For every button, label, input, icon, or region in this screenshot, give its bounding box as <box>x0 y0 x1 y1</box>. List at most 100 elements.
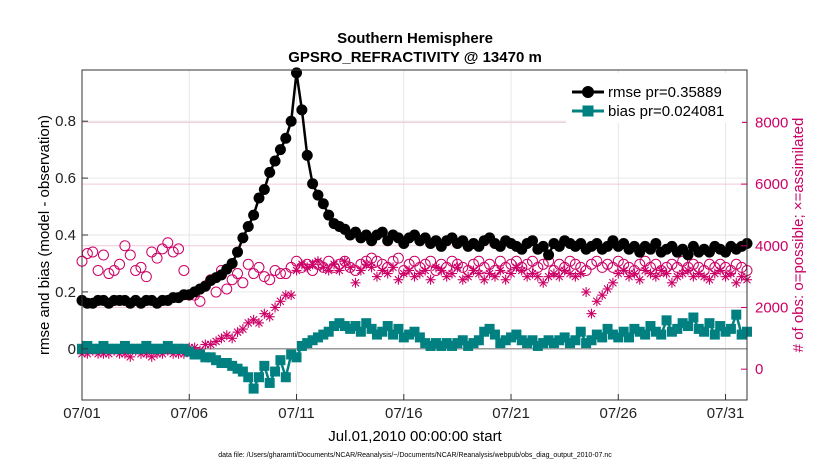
y-tick-label: 0.4 <box>55 227 76 244</box>
assimilated-obs-point <box>640 265 651 276</box>
asterisk-stroke <box>700 272 709 281</box>
assimilated-obs-point <box>232 327 243 338</box>
assimilated-obs-point <box>259 308 270 319</box>
bias-point <box>731 309 742 320</box>
assimilated-obs-point <box>211 336 222 347</box>
bias-point <box>243 372 254 383</box>
assimilated-obs-point <box>570 271 581 282</box>
assimilated-obs-point <box>361 259 372 270</box>
bias-point <box>597 332 608 343</box>
legend-rmse-marker <box>582 86 594 98</box>
asterisk-stroke <box>271 303 279 312</box>
bias-point <box>253 372 264 383</box>
assimilated-obs-point <box>597 290 608 301</box>
asterisk-stroke <box>469 266 478 275</box>
asterisk-stroke <box>437 266 446 275</box>
assimilated-obs-point <box>452 262 463 273</box>
bias-point <box>302 338 313 349</box>
possible-obs-point <box>612 255 624 267</box>
bias-point <box>709 329 720 340</box>
bias-point <box>393 323 404 334</box>
assimilated-obs-point <box>532 271 543 282</box>
asterisk-stroke <box>324 266 333 275</box>
assimilated-obs-point <box>329 259 340 270</box>
bias-point <box>248 383 259 394</box>
assimilated-obs-point <box>661 268 672 279</box>
bias-point <box>624 332 635 343</box>
assimilated-obs-point <box>511 262 522 273</box>
asterisk-stroke <box>523 272 532 281</box>
possible-obs-point <box>521 258 533 270</box>
bias-point <box>109 343 120 354</box>
assimilated-obs-point <box>323 265 334 276</box>
rmse-point <box>280 132 292 144</box>
bias-point <box>323 326 334 337</box>
bias-point <box>382 321 393 332</box>
assimilated-obs-point <box>538 277 549 288</box>
rmse-point <box>543 249 555 261</box>
bias-point <box>350 321 361 332</box>
asterisk-stroke <box>517 266 526 275</box>
asterisk-stroke <box>287 291 296 300</box>
bias-point <box>361 318 372 329</box>
possible-obs-point <box>114 258 126 270</box>
asterisk-stroke <box>249 315 258 324</box>
assimilated-obs-point <box>715 265 726 276</box>
rmse-point <box>285 115 297 127</box>
assimilated-obs-point <box>522 271 533 282</box>
asterisk-stroke <box>244 318 253 327</box>
asterisk-stroke <box>442 272 451 281</box>
assimilated-obs-point <box>264 311 275 322</box>
asterisk-stroke <box>340 257 349 266</box>
assimilated-obs-point <box>334 265 345 276</box>
x-tick-label: 07/06 <box>170 405 208 422</box>
assimilated-obs-point <box>312 256 323 267</box>
bias-point <box>548 338 559 349</box>
assimilated-obs-point <box>221 330 232 341</box>
bias-point <box>286 349 297 360</box>
asterisk-stroke <box>228 334 237 343</box>
assimilated-obs-point <box>436 265 447 276</box>
assimilated-obs-point <box>591 296 602 307</box>
bias-point <box>157 343 168 354</box>
possible-obs-point <box>274 268 286 280</box>
assimilated-obs-point <box>607 277 618 288</box>
bias-point <box>452 338 463 349</box>
assimilated-obs-point <box>543 271 554 282</box>
asterisk-stroke <box>212 337 220 346</box>
bias-point <box>280 372 291 383</box>
possible-obs-point <box>425 255 437 267</box>
assimilated-obs-point <box>731 277 742 288</box>
asterisk-stroke <box>625 272 633 281</box>
bias-point <box>683 321 694 332</box>
asterisk-stroke <box>415 269 424 278</box>
bias-point <box>736 329 747 340</box>
assimilated-obs-point <box>463 271 474 282</box>
asterisk-stroke <box>480 275 489 284</box>
bias-point <box>184 346 195 357</box>
possible-obs-point <box>221 283 233 295</box>
assimilated-obs-point <box>420 265 431 276</box>
asterisk-stroke <box>689 272 698 281</box>
chart-title: Southern Hemisphere <box>337 30 493 47</box>
bias-point <box>130 343 141 354</box>
asterisk-stroke <box>550 269 558 278</box>
legend-bias-label: bias pr=0.024081 <box>608 103 724 120</box>
possible-obs-point <box>687 258 699 270</box>
bias-point <box>602 323 613 334</box>
bias-point <box>489 329 500 340</box>
asterisk-stroke <box>383 269 392 278</box>
asterisk-stroke <box>303 263 312 272</box>
bias-point <box>645 321 656 332</box>
rmse-point <box>242 220 254 232</box>
asterisk-stroke <box>667 278 676 287</box>
asterisk-stroke <box>673 272 682 281</box>
bias-point <box>661 315 672 326</box>
asterisk-stroke <box>255 318 263 327</box>
asterisk-stroke <box>619 266 628 275</box>
bias-point <box>355 326 366 337</box>
rmse-point <box>682 249 694 261</box>
possible-obs-point <box>173 243 185 255</box>
possible-obs-point <box>178 264 190 276</box>
assimilated-obs-point <box>645 268 656 279</box>
